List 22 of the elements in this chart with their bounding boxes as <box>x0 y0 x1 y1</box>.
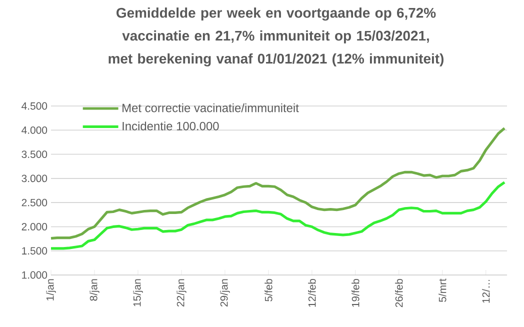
x-tick-label: 29/jan <box>220 279 230 306</box>
y-tick-label: 4.000 <box>22 126 48 134</box>
y-tick-label: 1.500 <box>22 247 48 255</box>
y-tick-label: 2.000 <box>22 223 48 230</box>
chart-title: Gemiddelde per week en voortgaande op 6,72% vaccinatie en 21,7% immuniteit op 15/03/2021, met berekening vanaf 01/01/2021 (12% immuniteit) <box>108 8 444 66</box>
x-tick-label: 8/jan <box>90 279 100 301</box>
legend-label: Met correctie vacinatie/immuniteit <box>122 103 299 112</box>
x-tick-label: 5/mrt <box>438 278 446 302</box>
y-tick-label: 3.000 <box>22 174 48 182</box>
y-tick-label: 2.500 <box>22 198 48 206</box>
y-tick-label: 4.500 <box>22 102 48 110</box>
x-tick-label: 5/feb <box>264 278 272 302</box>
x-tick-label: 22/jan <box>176 279 186 306</box>
y-tick-label: 3.500 <box>22 150 48 158</box>
legend-label: Incidentie 100.000 <box>122 122 219 130</box>
x-tick-label: 12/feb <box>308 278 316 307</box>
x-tick-label: 1/jan <box>46 279 56 300</box>
x-tick-label: 15/jan <box>133 279 143 306</box>
y-tick-label: 1.000 <box>22 271 48 279</box>
x-tick-label: 26/feb <box>395 278 403 308</box>
x-tick-label: 19/feb <box>352 278 360 307</box>
x-tick-label: 12/… <box>482 280 490 303</box>
